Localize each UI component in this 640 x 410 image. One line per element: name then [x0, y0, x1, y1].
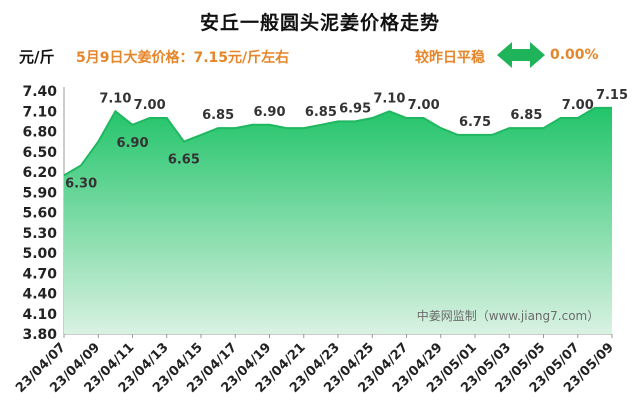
y-axis: 7.40 7.10 6.80 6.50 6.20 5.90 5.60 5.30 5.00 4.70…	[22, 84, 65, 343]
data-label: 6.90	[253, 105, 285, 120]
data-label: 6.85	[510, 108, 542, 123]
data-label: 6.85	[202, 108, 234, 123]
watermark: 中姜网监制（www.jiang7.com）	[417, 308, 599, 323]
y-tick-label: 7.40	[22, 84, 57, 100]
data-label: 7.00	[562, 98, 594, 113]
y-tick-label: 4.70	[22, 266, 57, 282]
data-label: 7.00	[408, 98, 440, 113]
data-label: 6.90	[116, 136, 148, 151]
y-tick-label: 6.50	[22, 145, 57, 161]
y-tick-label: 7.10	[22, 104, 57, 120]
price-line	[63, 106, 612, 177]
y-tick-label: 6.80	[22, 125, 57, 141]
data-label: 7.15	[596, 88, 628, 103]
y-tick-label: 4.40	[22, 287, 57, 303]
price-area	[64, 107, 612, 335]
double-arrow-icon	[497, 42, 545, 68]
data-label: 6.65	[168, 153, 200, 168]
data-label: 7.10	[373, 91, 405, 106]
y-tick-label: 6.20	[22, 165, 57, 181]
y-tick-label: 5.90	[22, 185, 57, 201]
data-label: 6.85	[305, 105, 337, 120]
data-label: 6.30	[65, 176, 97, 191]
chart-title: 安丘一般圆头泥姜价格走势	[199, 12, 440, 34]
price-note: 5月9日大姜价格：7.15元/斤左右	[76, 50, 290, 66]
data-label: 7.00	[134, 98, 166, 113]
x-axis: 23/04/0723/04/0923/04/1123/04/1323/04/15…	[13, 333, 617, 396]
y-tick-label: 5.00	[22, 246, 57, 262]
y-tick-label: 3.80	[22, 327, 57, 343]
unit-label: 元/斤	[19, 48, 55, 66]
data-label: 6.75	[459, 115, 491, 130]
y-tick-label: 4.10	[22, 307, 57, 323]
data-label: 6.95	[339, 101, 371, 116]
change-label: 较昨日平稳	[415, 50, 485, 66]
y-tick-label: 5.30	[22, 226, 57, 242]
data-label: 7.10	[99, 91, 131, 106]
data-labels: 6.307.106.907.006.656.85 6.90 6.85 6.957.10…	[65, 88, 628, 191]
y-tick-label: 5.60	[22, 206, 57, 222]
change-value: 0.00%	[550, 47, 599, 63]
